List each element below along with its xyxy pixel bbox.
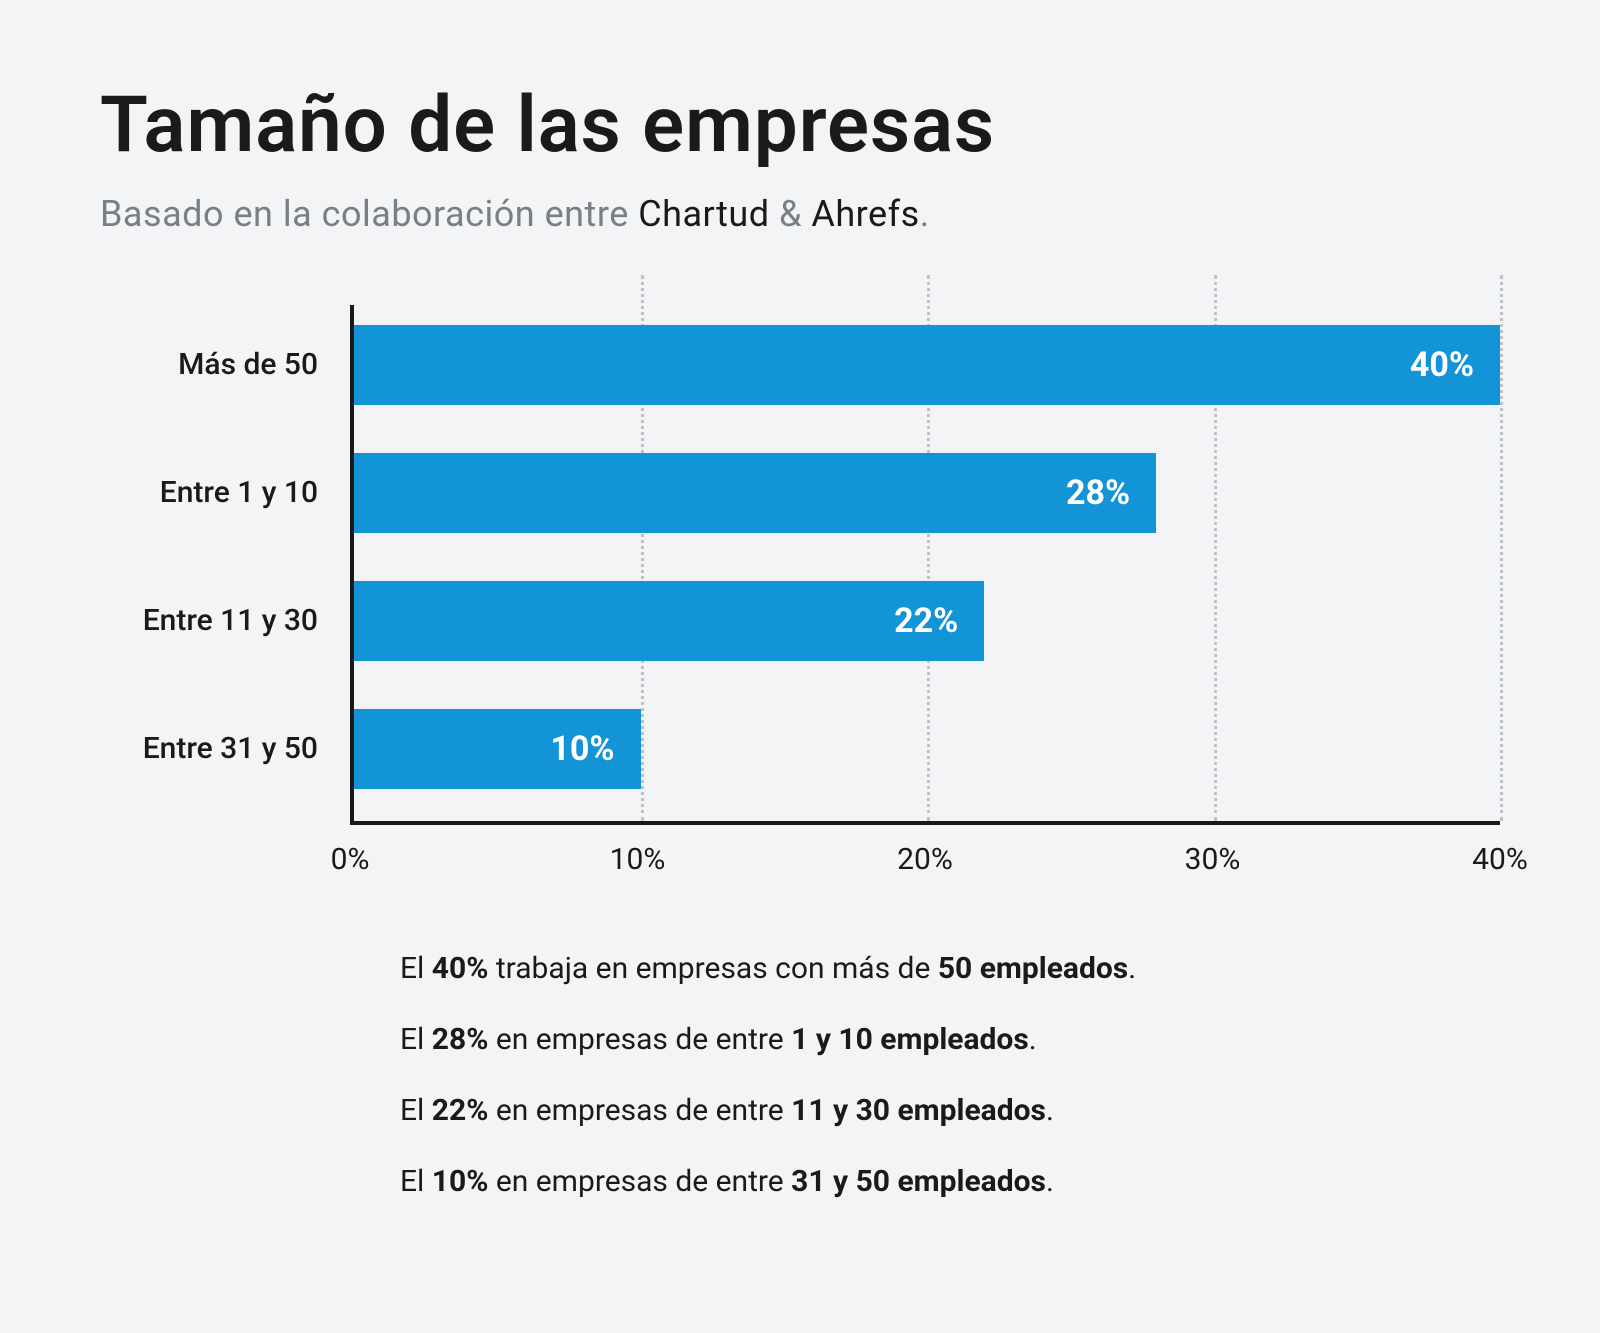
chart-ylabel: Entre 11 y 30 (100, 603, 340, 638)
subtitle-brand-2: Ahrefs (811, 193, 919, 235)
chart-bar-row: 10% (354, 709, 641, 789)
chart-bar: 10% (354, 709, 641, 789)
summary-bullet: El 10% en empresas de entre 31 y 50 empl… (400, 1162, 1500, 1201)
chart-ylabel: Entre 1 y 10 (100, 475, 340, 510)
chart-gridline (1500, 275, 1503, 821)
subtitle-brand-1: Chartud (638, 193, 769, 235)
chart-bar-row: 28% (354, 453, 1156, 533)
chart-xlabel: 40% (1472, 842, 1528, 877)
subtitle-amp: & (770, 193, 812, 235)
bullet-percent: 40% (432, 951, 489, 986)
summary-bullet: El 40% trabaja en empresas con más de 50… (400, 949, 1500, 988)
chart-bar-row: 40% (354, 325, 1500, 405)
page: Tamaño de las empresas Basado en la cola… (0, 0, 1600, 1333)
bullet-percent: 22% (432, 1093, 489, 1128)
chart-plot: 40% 28% 22% 10% (350, 305, 1500, 825)
summary-bullet: El 28% en empresas de entre 1 y 10 emple… (400, 1020, 1500, 1059)
chart-ylabel: Entre 31 y 50 (100, 731, 340, 766)
subtitle-suffix: . (920, 193, 930, 235)
bullet-percent: 10% (432, 1164, 489, 1199)
subtitle: Basado en la colaboración entre Chartud … (100, 193, 1500, 235)
chart-xlabel: 30% (1185, 842, 1241, 877)
subtitle-prefix: Basado en la colaboración entre (100, 193, 638, 235)
summary-bullets: El 40% trabaja en empresas con más de 50… (400, 949, 1500, 1201)
chart: 40% 28% 22% 10% Más de 50 Entre 1 y 10 Entre … (100, 305, 1500, 905)
chart-xlabel: 10% (610, 842, 666, 877)
chart-bar: 22% (354, 581, 984, 661)
chart-xlabel: 0% (331, 842, 370, 877)
bullet-range: 1 y 10 empleados (791, 1022, 1029, 1057)
chart-bar: 28% (354, 453, 1156, 533)
chart-bar: 40% (354, 325, 1500, 405)
chart-ylabel: Más de 50 (100, 347, 340, 382)
bullet-range: 11 y 30 empleados (791, 1093, 1046, 1128)
page-title: Tamaño de las empresas (100, 80, 1500, 171)
chart-xlabel: 20% (897, 842, 953, 877)
bullet-range: 31 y 50 empleados (791, 1164, 1046, 1199)
chart-bar-row: 22% (354, 581, 984, 661)
summary-bullet: El 22% en empresas de entre 11 y 30 empl… (400, 1091, 1500, 1130)
bullet-range: 50 empleados (938, 951, 1128, 986)
bullet-percent: 28% (432, 1022, 489, 1057)
